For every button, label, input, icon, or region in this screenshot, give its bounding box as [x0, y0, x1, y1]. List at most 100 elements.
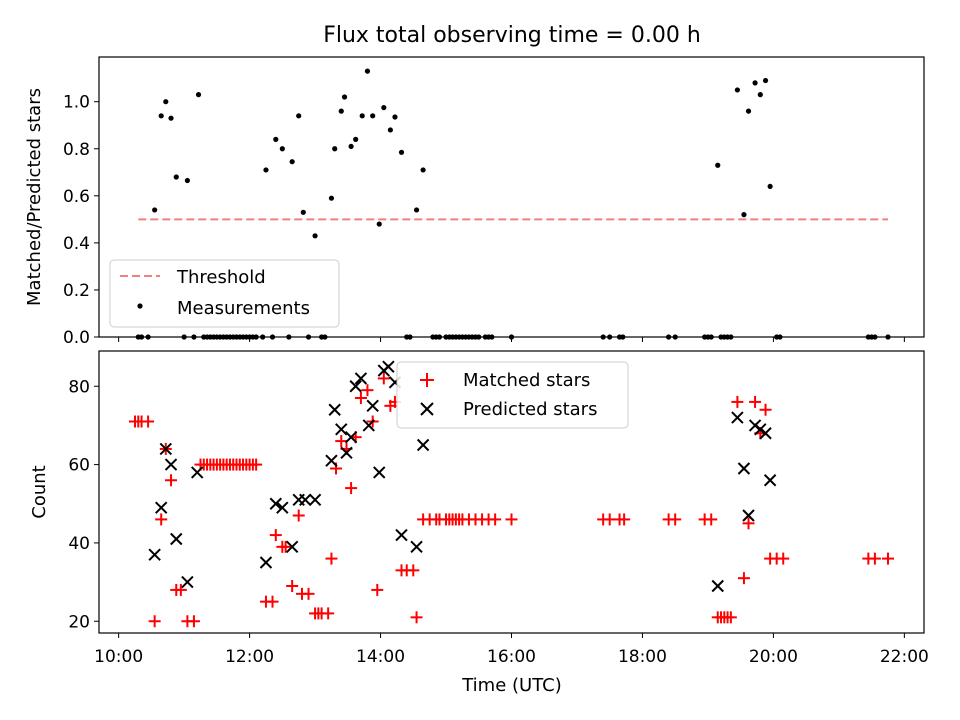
predicted-point	[164, 458, 178, 471]
predicted-point	[395, 528, 408, 542]
predicted-point	[344, 430, 358, 444]
x-tick-label: 14:00	[356, 647, 405, 667]
measurement-point	[762, 77, 769, 84]
top-legend: Threshold Measurements	[109, 259, 340, 328]
measurement-point	[184, 177, 190, 184]
legend-matched-swatch	[420, 373, 434, 387]
predicted-point	[382, 360, 395, 373]
measurement-point	[312, 233, 318, 239]
predicted-point	[276, 501, 289, 514]
predicted-point	[299, 493, 312, 507]
matched-point	[731, 395, 744, 408]
predicted-point	[759, 427, 772, 440]
chart-title: Flux total observing time = 0.00 h	[323, 23, 701, 48]
predicted-point	[159, 442, 172, 456]
top-y-axis: 0.0 0.2 0.4 0.6 0.8 1.0	[63, 93, 99, 348]
predicted-point	[308, 493, 322, 507]
measurement-point	[338, 108, 344, 114]
top-y-axis-label: Matched/Predicted stars	[24, 88, 45, 306]
predicted-point	[259, 556, 273, 569]
bottom-y-tick-label: 20	[68, 612, 90, 632]
measurement-point	[348, 143, 354, 150]
matched-point	[868, 552, 881, 565]
top-y-tick-label: 0.6	[63, 187, 90, 207]
measurement-point	[263, 167, 269, 173]
predicted-point	[285, 540, 299, 554]
predicted-point	[181, 575, 194, 589]
measurement-point	[767, 183, 773, 190]
measurement-point	[359, 113, 365, 119]
measurement-point	[273, 136, 279, 142]
matched-point	[325, 552, 338, 565]
matched-point	[371, 583, 384, 596]
predicted-point	[373, 466, 386, 479]
measurement-point	[328, 195, 335, 201]
bottom-y-tick-label: 60	[68, 456, 90, 476]
x-tick-label: 18:00	[618, 647, 667, 667]
predicted-point	[366, 399, 379, 413]
matched-point	[759, 403, 772, 416]
matched-point	[777, 552, 790, 565]
matched-point	[618, 513, 631, 526]
predicted-point	[325, 454, 338, 467]
matched-point	[489, 513, 502, 526]
measurement-point	[279, 146, 285, 152]
top-y-tick-label: 0.8	[63, 140, 90, 160]
matched-point	[322, 607, 335, 620]
predicted-point	[170, 532, 183, 546]
matched-point	[142, 415, 155, 428]
top-x-axis	[118, 337, 905, 342]
measurement-point	[173, 174, 179, 180]
top-y-tick-label: 0.0	[63, 328, 90, 348]
measurement-point	[715, 162, 721, 168]
measurement-point	[364, 68, 371, 74]
matched-point	[302, 587, 315, 600]
top-legend-box	[109, 259, 340, 328]
matched-point	[407, 564, 420, 577]
measurement-point	[398, 149, 405, 155]
top-y-tick-label: 0.2	[63, 281, 90, 301]
measurement-point	[163, 99, 169, 105]
predicted-point	[362, 419, 375, 432]
x-tick-label: 10:00	[94, 647, 143, 667]
matched-point	[174, 583, 187, 596]
predicted-point	[416, 438, 430, 452]
matched-point	[669, 513, 682, 526]
measurement-point	[741, 212, 747, 218]
bottom-plot-area	[129, 360, 894, 628]
matched-point	[354, 392, 367, 404]
matched-point	[742, 517, 755, 530]
measurement-point	[332, 146, 338, 152]
predicted-point	[711, 579, 724, 593]
measurement-point	[168, 115, 174, 121]
matched-point	[292, 509, 305, 522]
bottom-legend: Matched stars Predicted stars	[396, 361, 629, 429]
bottom-y-tick-label: 80	[68, 377, 90, 397]
predicted-point	[148, 548, 161, 561]
bottom-x-axis: 10:00 12:00 14:00 16:00 18:00 20:00 22:00	[94, 633, 929, 667]
measurement-point	[158, 113, 164, 119]
bottom-y-axis-label: Count	[29, 465, 50, 518]
predicted-point	[731, 411, 744, 424]
matched-point	[881, 552, 894, 565]
series-predicted-stars	[148, 360, 777, 593]
matched-point	[286, 580, 299, 592]
legend-measurements-swatch	[137, 303, 143, 309]
matched-point	[266, 595, 279, 608]
measurement-point	[734, 87, 740, 93]
matched-point	[705, 513, 718, 526]
legend-matched-label: Matched stars	[463, 370, 590, 391]
measurement-point	[289, 159, 295, 165]
matched-point	[724, 611, 737, 624]
x-axis-label: Time (UTC)	[461, 675, 562, 696]
matched-point	[377, 372, 390, 385]
measurement-point	[413, 207, 420, 213]
predicted-point	[340, 446, 353, 460]
measurement-point	[341, 94, 348, 100]
predicted-point	[763, 474, 777, 487]
predicted-point	[269, 497, 282, 510]
measurement-point	[370, 113, 376, 119]
matched-point	[250, 458, 263, 471]
measurement-point	[152, 207, 158, 213]
